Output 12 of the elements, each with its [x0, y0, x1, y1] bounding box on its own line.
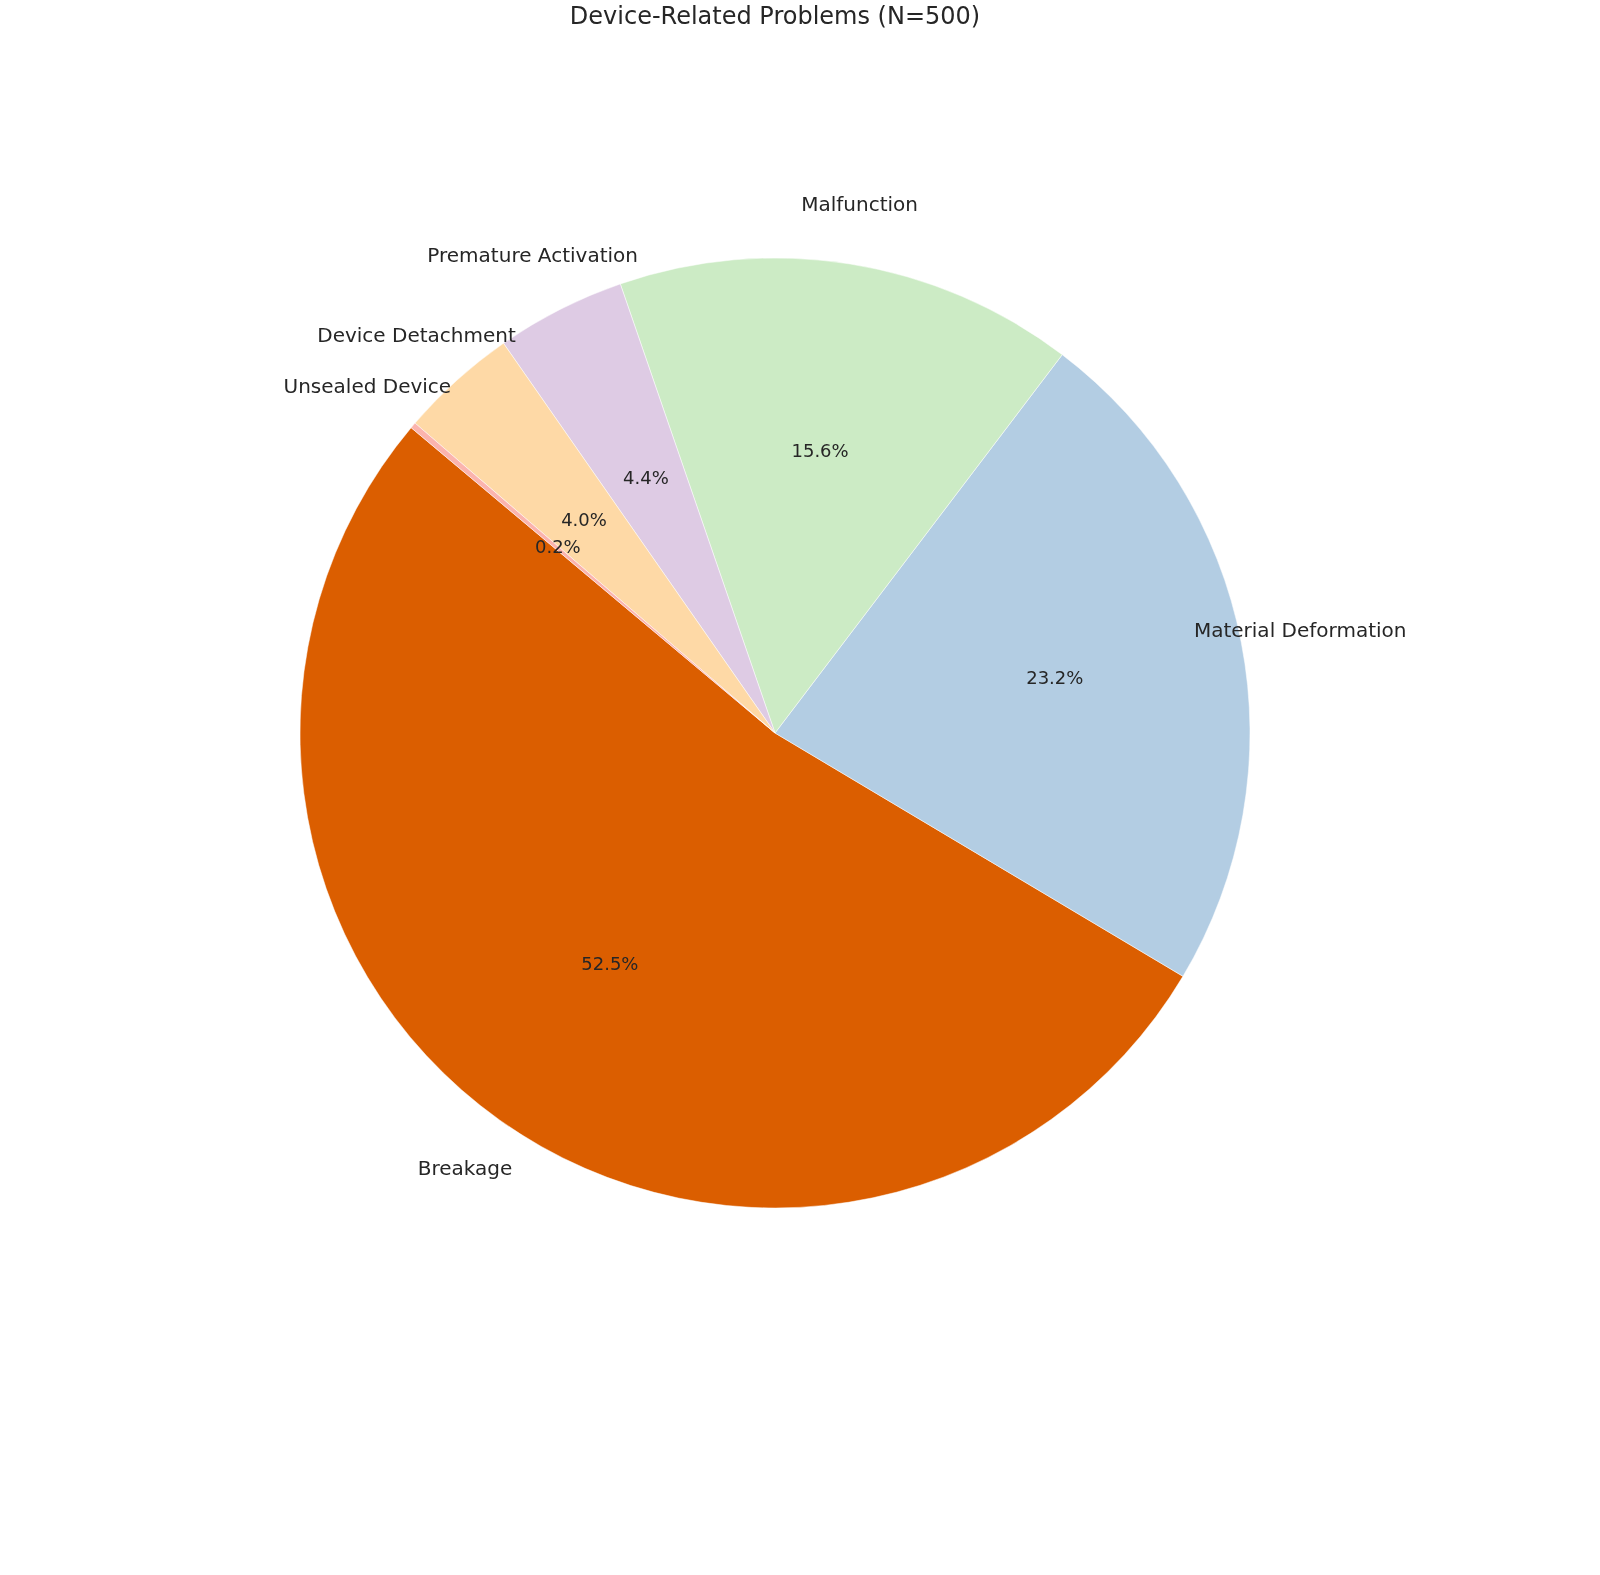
slice-label: Device Detachment [317, 322, 516, 347]
data-label: 15.6% [791, 439, 849, 461]
slice-label: Unsealed Device [283, 373, 452, 398]
slice-label: Breakage [417, 1156, 513, 1181]
data-label: 4.4% [623, 466, 669, 488]
data-label: 52.5% [581, 953, 639, 975]
slice-label: Malfunction [801, 191, 918, 216]
slice-label: Premature Activation [427, 243, 638, 268]
data-label: 4.0% [561, 509, 607, 531]
data-label: 23.2% [1026, 666, 1084, 688]
slice-label: Material Deformation [1193, 618, 1407, 642]
chart-title: Device-Related Problems (N=500) [569, 2, 981, 30]
